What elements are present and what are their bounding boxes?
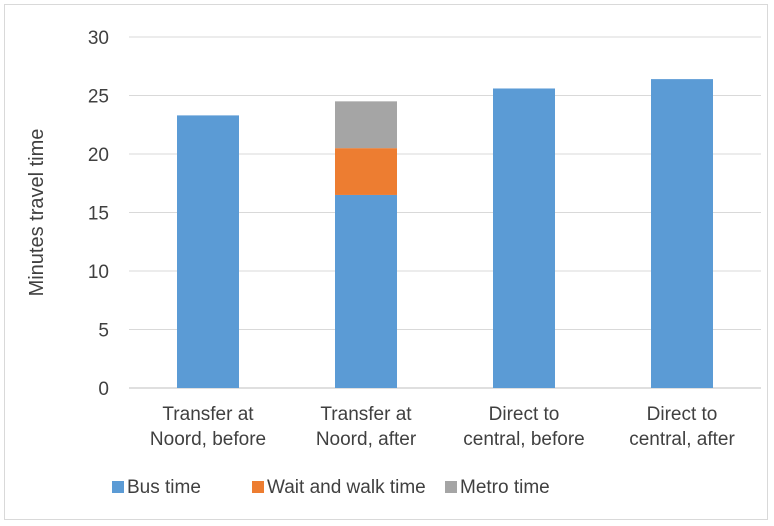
legend-swatch bbox=[112, 481, 124, 493]
x-tick-label: central, after bbox=[629, 429, 735, 450]
x-tick-label: central, before bbox=[463, 429, 584, 450]
legend-swatch bbox=[445, 481, 457, 493]
bar-bus-time bbox=[335, 194, 397, 388]
y-tick-label: 15 bbox=[88, 204, 109, 225]
y-tick-label: 0 bbox=[98, 379, 109, 400]
stacked-bar-chart: 0 5 10 15 20 25 30 Minutes travel time Transfer … bbox=[26, 28, 761, 498]
legend-swatch bbox=[252, 481, 264, 493]
y-axis-title: Minutes travel time bbox=[26, 129, 48, 297]
x-tick-label: Transfer at bbox=[320, 404, 412, 425]
bar-bus-time bbox=[493, 88, 555, 388]
y-tick-label: 25 bbox=[88, 87, 109, 108]
x-tick-label: Noord, before bbox=[150, 429, 266, 450]
bar-bus-time bbox=[177, 115, 239, 388]
x-tick-label: Transfer at bbox=[162, 404, 254, 425]
y-tick-label: 20 bbox=[88, 145, 109, 166]
y-tick-label: 30 bbox=[88, 28, 109, 49]
y-tick-label: 10 bbox=[88, 262, 109, 283]
x-tick-label: Direct to bbox=[489, 404, 560, 425]
y-tick-label: 5 bbox=[98, 321, 109, 342]
x-tick-label: Noord, after bbox=[316, 429, 417, 450]
bar-bus-time bbox=[651, 79, 713, 389]
legend-label: Bus time bbox=[127, 477, 201, 498]
bar-metro-time bbox=[335, 101, 397, 149]
chart-frame: 0 5 10 15 20 25 30 Minutes travel time Transfer … bbox=[4, 4, 768, 520]
x-tick-label: Direct to bbox=[647, 404, 718, 425]
bar-wait-and-walk-time bbox=[335, 148, 397, 195]
legend-label: Wait and walk time bbox=[267, 477, 426, 498]
legend-label: Metro time bbox=[460, 477, 550, 498]
